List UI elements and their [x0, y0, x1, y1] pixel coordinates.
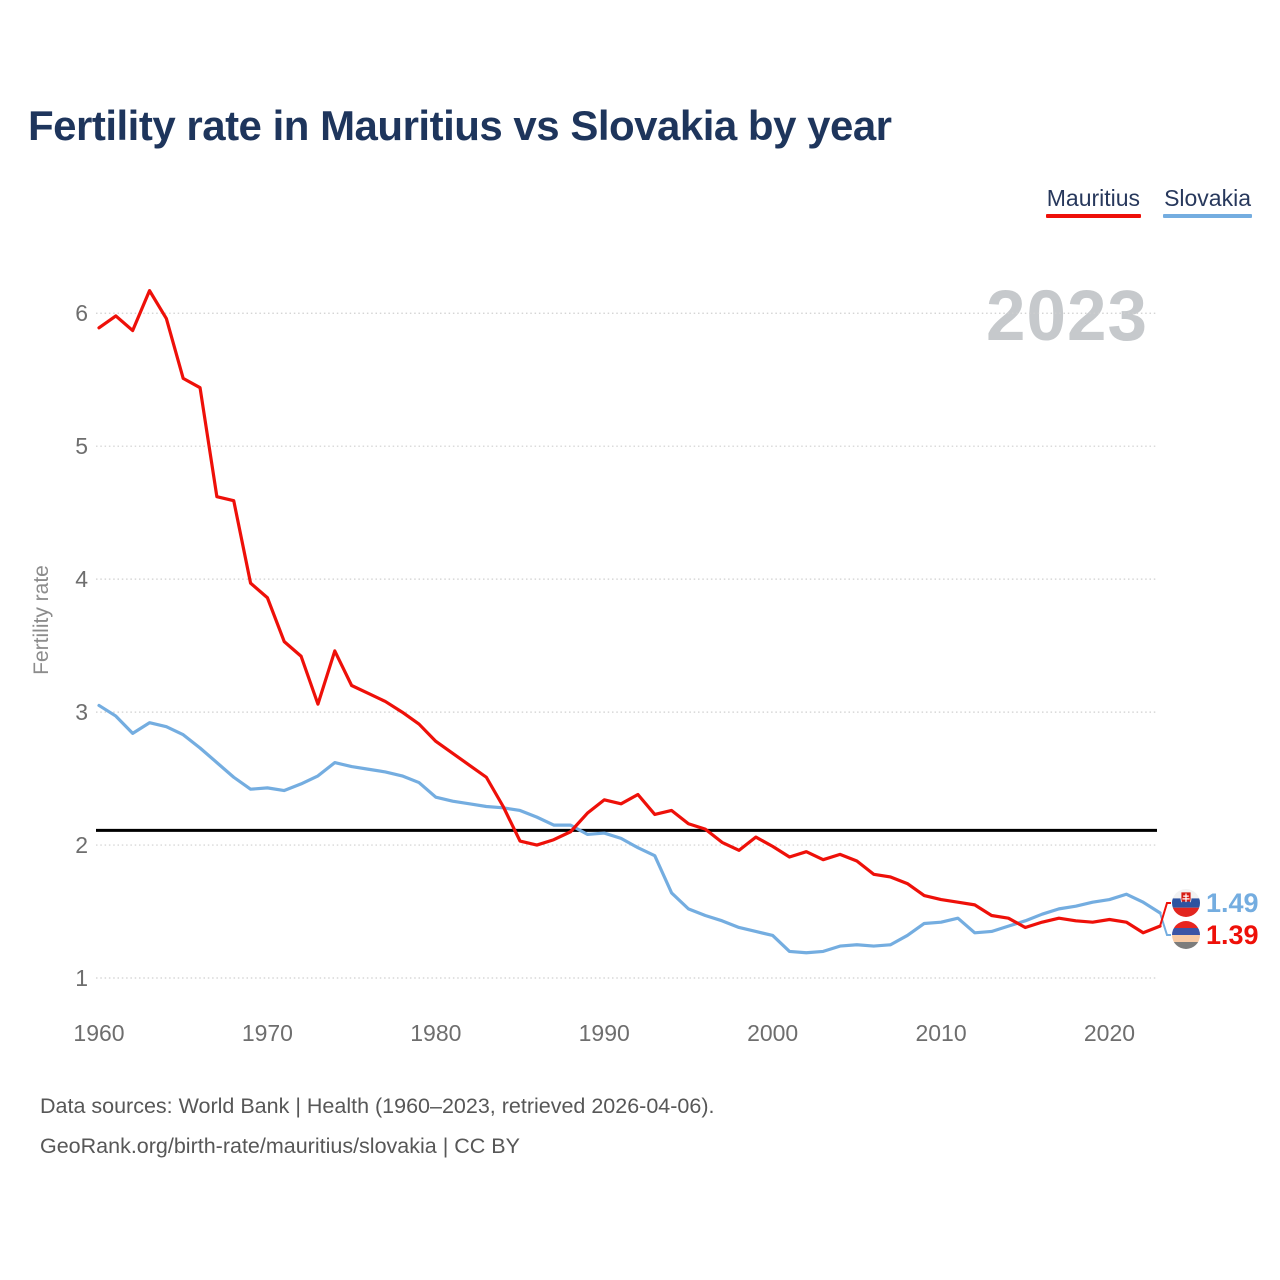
end-connector-mauritius: [1159, 902, 1171, 927]
x-tick-label: 1980: [410, 1020, 461, 1046]
footer-sources: Data sources: World Bank | Health (1960–…: [40, 1094, 715, 1118]
legend-item-slovakia[interactable]: Slovakia: [1163, 185, 1252, 219]
watermark-year: 2023: [986, 277, 1148, 356]
legend-label-slovakia: Slovakia: [1164, 185, 1251, 211]
line-mauritius: [97, 289, 1162, 935]
end-label-mauritius: 1.39: [1172, 921, 1259, 949]
footer: Data sources: World Bank | Health (1960–…: [40, 1086, 714, 1166]
y-tick-label: 4: [75, 566, 88, 592]
footer-attribution: GeoRank.org/birth-rate/mauritius/slovaki…: [40, 1134, 520, 1158]
end-label-slovakia: 1.49: [1172, 889, 1259, 917]
y-tick-label: 1: [75, 965, 88, 991]
y-tick-label: 6: [75, 300, 88, 326]
legend-underline-slovakia: [1163, 214, 1252, 219]
legend-underline-mauritius: [1045, 214, 1142, 219]
page-title: Fertility rate in Mauritius vs Slovakia …: [28, 102, 892, 149]
x-tick-label: 1960: [73, 1020, 124, 1046]
line-slovakia: [97, 703, 1162, 955]
mauritius-flag-icon: [1172, 921, 1200, 949]
y-tick-label: 5: [75, 433, 88, 459]
legend: Mauritius Slovakia: [1045, 185, 1252, 219]
x-tick-label: 2020: [1084, 1020, 1135, 1046]
x-tick-label: 1970: [242, 1020, 293, 1046]
y-tick-label: 3: [75, 699, 88, 725]
slovakia-flag-icon: [1172, 889, 1200, 917]
x-tick-label: 1990: [579, 1020, 630, 1046]
legend-item-mauritius[interactable]: Mauritius: [1045, 185, 1142, 219]
end-value-mauritius: 1.39: [1206, 920, 1259, 950]
legend-label-mauritius: Mauritius: [1046, 185, 1141, 211]
x-tick-label: 2010: [915, 1020, 966, 1046]
x-tick-label: 2000: [747, 1020, 798, 1046]
y-tick-label: 2: [75, 832, 88, 858]
y-axis-title: Fertility rate: [30, 565, 53, 675]
end-value-slovakia: 1.49: [1206, 888, 1259, 918]
